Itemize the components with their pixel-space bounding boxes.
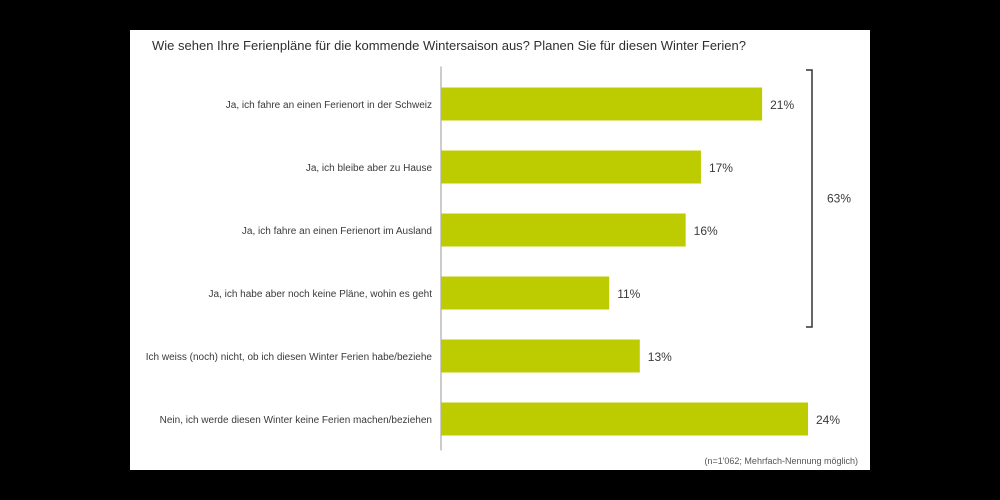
bracket-label: 63% (827, 192, 851, 206)
value-label-2: 17% (709, 161, 733, 175)
bar-4 (441, 276, 610, 310)
group-bracket (806, 69, 813, 328)
value-label-6: 24% (816, 413, 840, 427)
category-label-5: Ich weiss (noch) nicht, ob ich diesen Wi… (146, 352, 433, 363)
value-label-4: 11% (617, 287, 640, 301)
value-label-5: 13% (648, 350, 672, 364)
value-label-1: 21% (770, 98, 794, 112)
bar-6 (441, 402, 808, 436)
chart-panel: Wie sehen Ihre Ferienpläne für die komme… (130, 30, 870, 470)
bar-chart: Ja, ich fahre an einen Ferienort in der … (146, 66, 851, 451)
bar-5 (441, 339, 640, 373)
footnote: (n=1'062; Mehrfach-Nennung möglich) (704, 456, 858, 466)
category-label-3: Ja, ich fahre an einen Ferienort im Ausl… (242, 226, 432, 237)
bar-1 (441, 87, 763, 121)
category-label-1: Ja, ich fahre an einen Ferienort in der … (226, 100, 432, 111)
bar-2 (441, 150, 701, 184)
category-label-2: Ja, ich bleibe aber zu Hause (306, 163, 433, 174)
value-label-3: 16% (694, 224, 718, 238)
category-label-6: Nein, ich werde diesen Winter keine Feri… (160, 415, 432, 426)
category-label-4: Ja, ich habe aber noch keine Pläne, wohi… (209, 289, 433, 300)
chart-title: Wie sehen Ihre Ferienpläne für die komme… (152, 38, 746, 53)
bar-3 (441, 213, 686, 247)
